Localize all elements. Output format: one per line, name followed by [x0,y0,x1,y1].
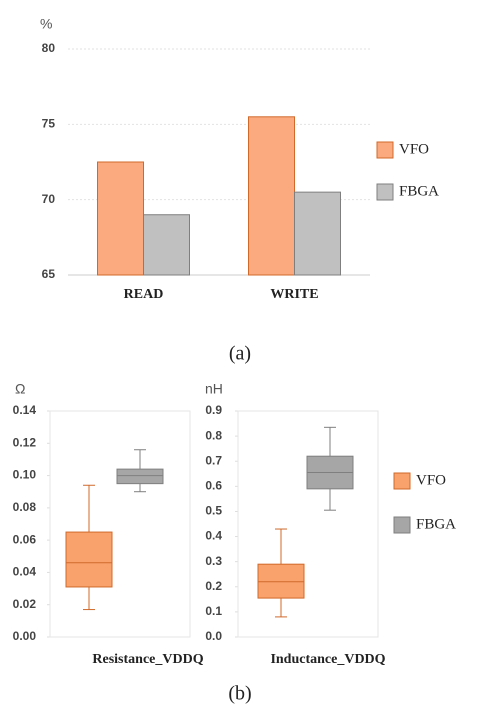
box [65,531,113,588]
y-tick-label: 0.10 [13,468,37,482]
legend-swatch [376,141,394,159]
caption: (b) [228,683,251,705]
y-tick-label: 0.0 [205,629,222,643]
box [257,563,305,599]
x-axis-label: Inductance_VDDQ [270,652,385,667]
y-tick-label: 70 [42,192,56,206]
y-axis-label: % [40,16,52,32]
legend-swatch [376,183,394,201]
x-axis-label: Resistance_VDDQ [92,652,203,667]
y-tick-label: 0.2 [205,579,222,593]
y-tick-label: 0.9 [205,403,222,417]
bar [143,214,190,276]
bar [294,191,341,276]
legend-label: VFO [416,472,446,488]
legend-swatch [393,516,411,534]
y-tick-label: 0.1 [205,604,222,618]
plot-frame [49,410,191,638]
y-tick-label: 0.3 [205,554,222,568]
y-tick-label: 0.8 [205,428,222,442]
bar [248,116,295,276]
y-axis-label: nH [205,381,223,397]
legend-label: VFO [399,141,429,157]
y-tick-label: 0.4 [205,529,222,543]
plot-frame [237,410,379,638]
legend-swatch [393,472,411,490]
y-tick-label: 0.02 [13,597,37,611]
bar [97,161,144,276]
y-tick-label: 0.04 [13,565,37,579]
y-tick-label: 75 [42,117,56,131]
legend-label: FBGA [399,183,439,199]
y-tick-label: 0.14 [13,403,37,417]
y-tick-label: 0.08 [13,500,37,514]
y-tick-label: 0.06 [13,532,37,546]
y-tick-label: 0.7 [205,453,222,467]
box [116,468,164,485]
x-tick-label: READ [124,287,164,302]
legend-label: FBGA [416,516,456,532]
caption: (a) [229,343,251,365]
y-tick-label: 65 [42,267,56,281]
y-tick-label: 0.00 [13,629,37,643]
y-tick-label: 0.6 [205,479,222,493]
x-tick-label: WRITE [270,287,318,302]
y-tick-label: 0.5 [205,504,222,518]
y-axis-label: Ω [15,381,25,397]
y-tick-label: 80 [42,41,56,55]
y-tick-label: 0.12 [13,435,37,449]
